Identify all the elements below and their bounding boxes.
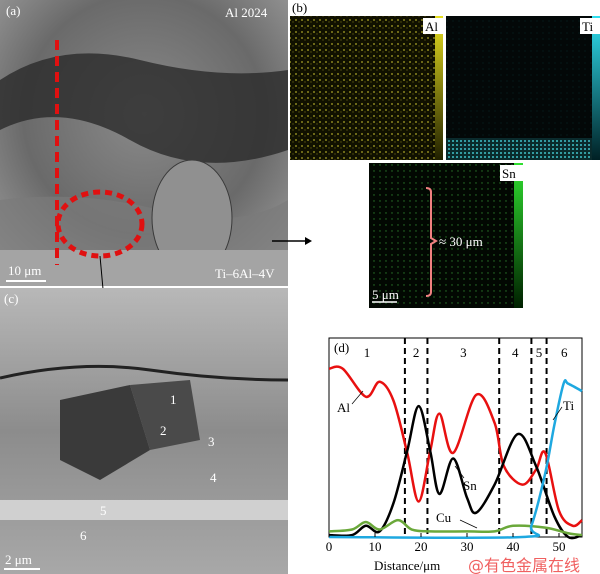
map-label-ti: Ti [582, 19, 593, 34]
eds-map-sn: Sn ≈ 30 μm 5 μm [369, 163, 523, 308]
series-label-cu: Cu [436, 510, 452, 525]
x-tick-label-10: 10 [369, 539, 382, 554]
region-label-1: 1 [364, 345, 371, 360]
point-1: 1 [170, 392, 177, 407]
point-5: 5 [100, 503, 107, 518]
width-annotation: ≈ 30 μm [439, 234, 483, 249]
x-tick-label-30: 30 [461, 539, 474, 554]
panel-c-sem-image: (c) 1 2 3 4 5 6 2 μm [0, 288, 289, 574]
x-tick-label-50: 50 [553, 539, 566, 554]
panel-b-label: (b) [292, 0, 307, 15]
scale-bar-b: 5 μm [372, 287, 399, 302]
eds-map-ti: Ti [446, 16, 600, 160]
series-line-ti [328, 379, 583, 540]
region-label-4: 4 [512, 345, 519, 360]
line-profile-chart: (d) 1 2 3 4 5 6 0 10 20 30 40 50 Al Sn Cu Ti Dista… [326, 337, 583, 574]
map-label-sn: Sn [502, 166, 516, 181]
region-label-2: 2 [413, 345, 420, 360]
watermark: @有色金属在线 [468, 556, 580, 574]
scale-bar-a: 10 μm [8, 263, 41, 278]
map-label-al: Al [425, 19, 438, 34]
panel-a-sem-image: (a) Al 2024 Ti–6Al–4V 10 μm [0, 0, 288, 286]
point-3: 3 [208, 434, 215, 449]
series-line-al [328, 365, 583, 528]
panel-a-label: (a) [6, 3, 20, 18]
al2024-label: Al 2024 [225, 5, 268, 20]
panel-d-label: (d) [334, 340, 349, 355]
x-tick-label-0: 0 [326, 539, 333, 554]
point-4: 4 [210, 470, 217, 485]
region-label-6: 6 [561, 345, 568, 360]
x-tick-label-40: 40 [507, 539, 520, 554]
series-label-sn: Sn [463, 478, 477, 493]
x-axis-label: Distance/μm [374, 558, 440, 573]
point-6: 6 [80, 528, 87, 543]
point-2: 2 [160, 423, 167, 438]
region-label-3: 3 [460, 345, 467, 360]
bracket [425, 187, 438, 297]
eds-map-al: Al [290, 16, 443, 160]
series-label-al: Al [337, 400, 350, 415]
panel-c-label: (c) [4, 291, 18, 306]
scale-bar-c: 2 μm [5, 552, 32, 567]
plot-frame [328, 337, 583, 538]
series-line-sn [328, 404, 583, 540]
series-line-cu [328, 518, 583, 537]
ti64-label: Ti–6Al–4V [215, 266, 275, 281]
x-tick-label-20: 20 [415, 539, 428, 554]
region-circle [55, 189, 145, 259]
series-label-ti: Ti [563, 398, 574, 413]
region-label-5: 5 [536, 345, 543, 360]
